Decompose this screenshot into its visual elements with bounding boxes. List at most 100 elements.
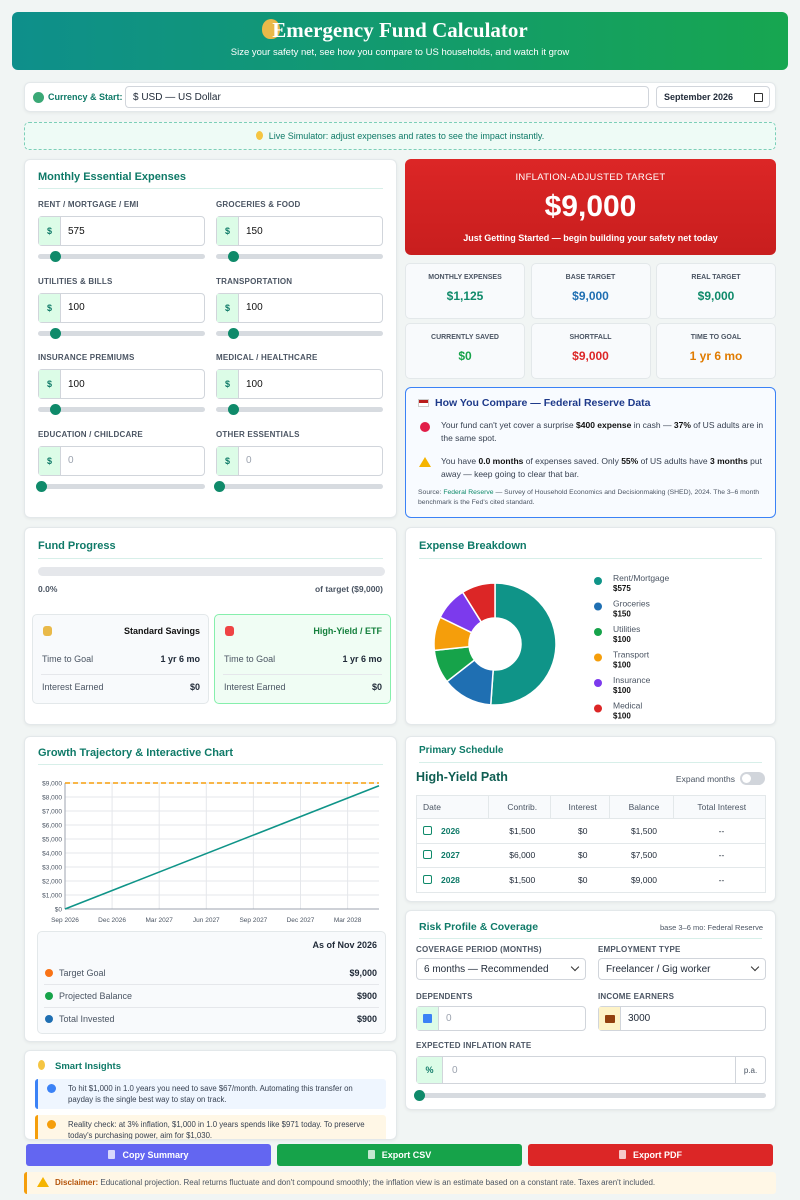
table-cell: -- — [673, 867, 766, 893]
cell-text: 2027 — [441, 850, 460, 861]
expense-input[interactable]: $0 — [38, 445, 205, 476]
field-label: OTHER ESSENTIALS — [216, 429, 300, 439]
info-icon — [47, 1084, 56, 1093]
table-cell: $1,500 — [609, 818, 674, 844]
summary-name: Total Invested — [59, 1014, 115, 1024]
prefix: % — [417, 1057, 443, 1083]
slider[interactable] — [38, 327, 205, 339]
stat-value: $9,000 — [572, 289, 609, 303]
currency-select[interactable]: $ USD — US Dollar — [125, 86, 649, 108]
coverage-select[interactable]: 6 months — Recommended — [416, 958, 586, 980]
toggle-switch[interactable] — [740, 772, 765, 785]
text-part: of expenses saved. Only — [523, 456, 622, 466]
cell-text: $1,500 — [509, 825, 536, 836]
header: Emergency Fund Calculator Size your safe… — [12, 12, 788, 70]
field-label: EDUCATION / CHILDCARE — [38, 429, 143, 439]
button-icon — [618, 1150, 626, 1159]
expense-input[interactable]: $100 — [216, 369, 383, 399]
legend-dot — [594, 602, 602, 611]
cell-text: -- — [718, 874, 725, 885]
expense-input[interactable]: $0 — [216, 445, 383, 476]
prefix: $ — [39, 217, 61, 245]
banner-text: Live Simulator: adjust expenses and rate… — [268, 131, 545, 141]
legend-dot — [594, 679, 602, 687]
employment-select[interactable]: Freelancer / Gig worker — [598, 958, 766, 980]
text-part: — Survey of Household Economics and Deci… — [418, 489, 760, 506]
slider[interactable] — [216, 251, 383, 262]
legend-dot — [45, 992, 53, 1000]
legend-dot — [594, 704, 602, 713]
divider — [419, 558, 762, 559]
warning-icon — [419, 457, 431, 467]
text-part: of US adults have — [638, 456, 711, 466]
earners-input[interactable]: 3000 — [598, 1006, 766, 1031]
expand-icon[interactable] — [423, 874, 432, 884]
column-header: Balance — [609, 795, 674, 819]
column-header: Contrib. — [488, 795, 552, 819]
plan-box: High-Yield / ETF Time to Goal 1 yr 6 mo Int… — [214, 614, 391, 704]
slider[interactable] — [216, 404, 383, 415]
compare-title: How You Compare — Federal Reserve Data — [435, 397, 651, 409]
column-header: Interest — [550, 795, 611, 819]
red-dot — [420, 422, 430, 432]
action-button[interactable]: Export CSV — [277, 1144, 522, 1166]
summary-box: As of Nov 2026 Target Goal $9,000 Projecte… — [37, 931, 386, 1034]
field-label: EMPLOYMENT TYPE — [598, 945, 681, 954]
inflation-input[interactable]: % 0 p.a. — [416, 1056, 766, 1084]
header-row: Date Contrib. Interest Balance Total Interes… — [415, 795, 767, 819]
expense-input[interactable]: $100 — [38, 292, 205, 323]
stat-label: TIME TO GOAL — [690, 334, 742, 341]
slider[interactable] — [38, 404, 205, 415]
action-button[interactable]: Copy Summary — [26, 1144, 271, 1166]
live-banner: Live Simulator: adjust expenses and rate… — [24, 122, 776, 150]
x-tick-label: Jun 2027 — [193, 917, 220, 924]
table-cell: $0 — [550, 843, 610, 868]
divider — [41, 674, 200, 675]
donut-chart: Rent/Mortgage$575Groceries$150Utilities$… — [433, 573, 669, 721]
slider-thumb — [228, 404, 239, 415]
compare-card: How You Compare — Federal Reserve Data Y… — [405, 387, 776, 518]
expense-input[interactable]: $150 — [216, 216, 383, 246]
column-header: Total Interest — [672, 795, 767, 819]
cell-text: $9,000 — [630, 874, 657, 885]
expense-input[interactable]: $100 — [38, 369, 205, 399]
slider[interactable] — [216, 327, 383, 339]
field-value: 0 — [446, 1013, 452, 1024]
slider[interactable] — [36, 480, 205, 492]
table-cell: $1,500 — [488, 867, 551, 893]
text-part: 0.0 months — [478, 456, 524, 466]
y-tick-label: $3,000 — [42, 865, 62, 872]
table-cell: $1,500 — [488, 818, 551, 844]
expand-icon[interactable] — [423, 825, 432, 835]
expand-icon[interactable] — [423, 850, 432, 860]
stat-label: CURRENTLY SAVED — [431, 334, 499, 341]
expense-input[interactable]: $100 — [216, 292, 383, 323]
slider[interactable] — [38, 251, 205, 262]
y-tick-label: $1,000 — [42, 893, 62, 900]
button-label: Export PDF — [632, 1150, 682, 1160]
cell-text: 2026 — [441, 825, 460, 836]
field-label: DEPENDENTS — [416, 992, 473, 1001]
suffix: p.a. — [735, 1057, 765, 1083]
row-label: Interest Earned — [42, 682, 104, 692]
stat-box: REAL TARGET $9,000 — [656, 263, 776, 319]
x-tick-label: Dec 2027 — [287, 917, 315, 924]
prefix: $ — [39, 370, 61, 398]
legend-dot — [594, 653, 602, 662]
expense-input[interactable]: $575 — [38, 216, 205, 246]
card-title: Growth Trajectory & Interactive Chart — [38, 747, 233, 759]
insight-text: Reality check: at 3% inflation, $1,000 i… — [68, 1120, 365, 1140]
action-button[interactable]: Export PDF — [528, 1144, 773, 1166]
slider[interactable] — [214, 480, 383, 492]
progress-target: of target ($9,000) — [314, 584, 383, 594]
row-value: $0 — [189, 682, 200, 692]
stat-box: MONTHLY EXPENSES $1,125 — [405, 263, 525, 319]
schedule-subtitle: High-Yield Path — [416, 770, 508, 784]
plan-icon — [225, 626, 234, 636]
progress-percent: 0.0% — [38, 584, 58, 594]
slider[interactable] — [414, 1090, 766, 1101]
table-cell: 2026 — [416, 818, 489, 844]
start-date[interactable]: September 2026 — [656, 86, 770, 108]
dependents-input[interactable]: 0 — [416, 1006, 586, 1031]
stat-value: 1 yr 6 mo — [689, 349, 743, 363]
